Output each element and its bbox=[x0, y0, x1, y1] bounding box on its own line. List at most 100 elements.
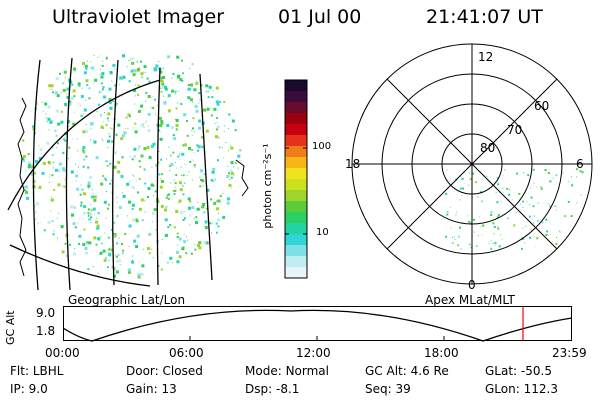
emission-pixel bbox=[542, 228, 544, 229]
emission-pixel bbox=[167, 197, 170, 200]
emission-pixel bbox=[108, 87, 112, 91]
emission-pixel bbox=[181, 184, 184, 187]
emission-pixel bbox=[452, 237, 453, 238]
emission-pixel bbox=[63, 185, 66, 188]
emission-pixel bbox=[222, 147, 223, 149]
emission-pixel bbox=[158, 129, 161, 132]
emission-pixel bbox=[450, 206, 451, 208]
emission-pixel bbox=[183, 234, 185, 236]
emission-pixel bbox=[85, 99, 87, 101]
emission-pixel bbox=[205, 243, 207, 245]
emission-pixel bbox=[525, 225, 527, 227]
emission-pixel bbox=[57, 169, 61, 173]
emission-pixel bbox=[64, 102, 68, 106]
colorbar-swatch bbox=[285, 91, 307, 103]
emission-pixel bbox=[106, 117, 109, 120]
emission-pixel bbox=[121, 252, 124, 255]
emission-pixel bbox=[158, 116, 162, 120]
emission-pixel bbox=[211, 232, 213, 234]
emission-pixel bbox=[140, 123, 144, 127]
emission-pixel bbox=[102, 86, 105, 89]
emission-pixel bbox=[483, 226, 485, 228]
emission-pixel bbox=[61, 185, 63, 187]
emission-pixel bbox=[145, 100, 147, 102]
emission-pixel bbox=[540, 186, 543, 189]
emission-pixel bbox=[102, 175, 104, 177]
emission-pixel bbox=[51, 196, 52, 198]
emission-pixel bbox=[97, 237, 101, 241]
emission-pixel bbox=[115, 270, 119, 274]
emission-pixel bbox=[175, 119, 179, 122]
emission-pixel bbox=[48, 84, 52, 88]
emission-pixel bbox=[136, 234, 140, 238]
emission-pixel bbox=[519, 203, 521, 205]
emission-pixel bbox=[581, 171, 584, 174]
emission-pixel bbox=[87, 211, 90, 214]
emission-pixel bbox=[227, 165, 229, 167]
emission-pixel bbox=[176, 102, 179, 104]
info-door-value: Closed bbox=[162, 364, 203, 378]
emission-pixel bbox=[154, 190, 157, 193]
emission-pixel bbox=[513, 224, 515, 225]
emission-pixel bbox=[52, 233, 55, 236]
emission-pixel bbox=[74, 70, 76, 72]
emission-pixel bbox=[160, 77, 163, 79]
emission-pixel bbox=[500, 234, 501, 236]
emission-pixel bbox=[209, 222, 212, 225]
emission-pixel bbox=[136, 60, 139, 63]
emission-pixel bbox=[228, 183, 232, 187]
emission-pixel bbox=[166, 124, 170, 127]
emission-pixel bbox=[481, 200, 484, 203]
emission-pixel bbox=[101, 138, 103, 140]
emission-pixel bbox=[523, 172, 525, 173]
emission-pixel bbox=[103, 258, 107, 262]
emission-pixel bbox=[215, 86, 219, 90]
emission-pixel bbox=[558, 230, 560, 232]
emission-pixel bbox=[76, 170, 78, 172]
emission-pixel bbox=[108, 259, 110, 262]
emission-pixel bbox=[198, 102, 200, 104]
emission-pixel bbox=[119, 74, 121, 76]
emission-pixel bbox=[205, 207, 208, 210]
emission-pixel bbox=[196, 144, 199, 147]
emission-pixel bbox=[102, 120, 104, 122]
emission-pixel bbox=[50, 210, 52, 212]
emission-pixel bbox=[86, 60, 88, 62]
emission-pixel bbox=[22, 157, 25, 160]
emission-pixel bbox=[112, 63, 116, 67]
emission-pixel bbox=[160, 204, 164, 208]
emission-pixel bbox=[73, 206, 77, 209]
emission-pixel bbox=[508, 199, 510, 201]
emission-pixel bbox=[61, 92, 63, 94]
emission-pixel bbox=[80, 184, 82, 186]
emission-pixel bbox=[133, 175, 135, 177]
emission-pixel bbox=[167, 94, 171, 98]
emission-pixel bbox=[205, 90, 209, 94]
emission-pixel bbox=[205, 129, 209, 133]
emission-pixel bbox=[508, 193, 511, 196]
emission-pixel bbox=[82, 243, 86, 246]
emission-pixel bbox=[124, 128, 126, 130]
emission-pixel bbox=[129, 57, 133, 61]
emission-pixel bbox=[85, 67, 88, 70]
emission-pixel bbox=[44, 102, 48, 106]
emission-pixel bbox=[77, 82, 81, 86]
emission-pixel bbox=[75, 180, 77, 182]
emission-pixel bbox=[72, 138, 73, 140]
emission-pixel bbox=[111, 179, 112, 181]
emission-pixel bbox=[494, 244, 496, 246]
emission-pixel bbox=[488, 243, 490, 245]
emission-pixel bbox=[511, 199, 513, 201]
emission-pixel bbox=[25, 185, 29, 189]
colorbar-swatches bbox=[285, 80, 307, 279]
info-flt-label: Flt: bbox=[10, 364, 29, 378]
emission-pixel bbox=[191, 63, 194, 66]
emission-pixel bbox=[202, 95, 204, 97]
emission-pixel bbox=[47, 117, 51, 121]
info-glat-value: -50.5 bbox=[520, 364, 552, 378]
emission-pixel bbox=[92, 139, 94, 141]
emission-pixel bbox=[62, 167, 65, 171]
emission-pixel bbox=[457, 244, 460, 247]
emission-pixel bbox=[493, 233, 495, 235]
emission-pixel bbox=[115, 255, 118, 258]
